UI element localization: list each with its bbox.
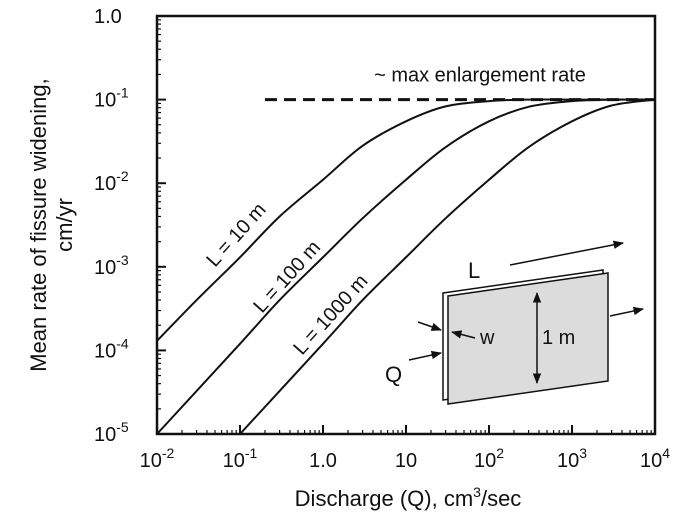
x-tick-label: 10 — [395, 450, 417, 472]
max-enlargement-rate-label: ~ max enlargement rate — [374, 65, 586, 87]
x-axis-label-sup: 3 — [473, 484, 481, 500]
y-axis-label-line1: Mean rate of fissure widening, — [26, 78, 51, 372]
x-tick-label: 103 — [557, 445, 587, 472]
x-axis-label: Discharge (Q), cm3/sec — [295, 484, 522, 511]
y-axis-label-line2: cm/yr — [52, 198, 77, 252]
flow-length-arrow — [509, 240, 625, 266]
series-line-1 — [156, 98, 655, 342]
y-tick-label: 10-5 — [94, 419, 129, 446]
y-tick-label: 1.0 — [94, 6, 122, 28]
axis-ticks — [156, 15, 656, 435]
inset-label-height: 1 m — [542, 327, 575, 349]
outflow-arrow — [609, 306, 645, 317]
inflow-arrow — [408, 350, 443, 361]
inset-label-Q: Q — [385, 362, 402, 387]
width-arrow-left — [417, 321, 442, 331]
x-tick-label: 10-2 — [140, 445, 175, 472]
inset-label-L: L — [468, 258, 480, 283]
series-label-l1000: L = 1000 m — [289, 270, 372, 359]
x-tick-label: 104 — [640, 445, 670, 472]
x-tick-label: 102 — [474, 445, 504, 472]
x-tick-label: 1.0 — [309, 450, 337, 472]
x-tick-label: 10-1 — [223, 445, 258, 472]
inset-label-w: w — [479, 327, 495, 349]
x-axis-label-main: Discharge (Q), cm — [295, 486, 473, 511]
x-axis-label-tail: /sec — [481, 486, 521, 511]
width-arrow-right — [450, 330, 476, 339]
series-line-3 — [239, 98, 656, 435]
fissure-inset-diagram: L 1 m w Q — [385, 240, 645, 405]
series-line-2 — [156, 98, 656, 435]
y-axis-label: Mean rate of fissure widening, cm/yr — [26, 78, 77, 372]
y-tick-label: 10-4 — [94, 335, 129, 362]
series-curves — [156, 98, 656, 435]
tick-labels: 10-2 10-1 1.0 10 102 103 104 1.0 10-1 10-2 10-3 10-… — [94, 6, 670, 472]
series-label-l100: L = 100 m — [249, 237, 325, 318]
y-tick-label: 10-3 — [94, 252, 129, 279]
y-tick-label: 10-1 — [94, 85, 129, 112]
fissure-slab-front — [447, 272, 609, 405]
y-tick-label: 10-2 — [94, 168, 129, 195]
